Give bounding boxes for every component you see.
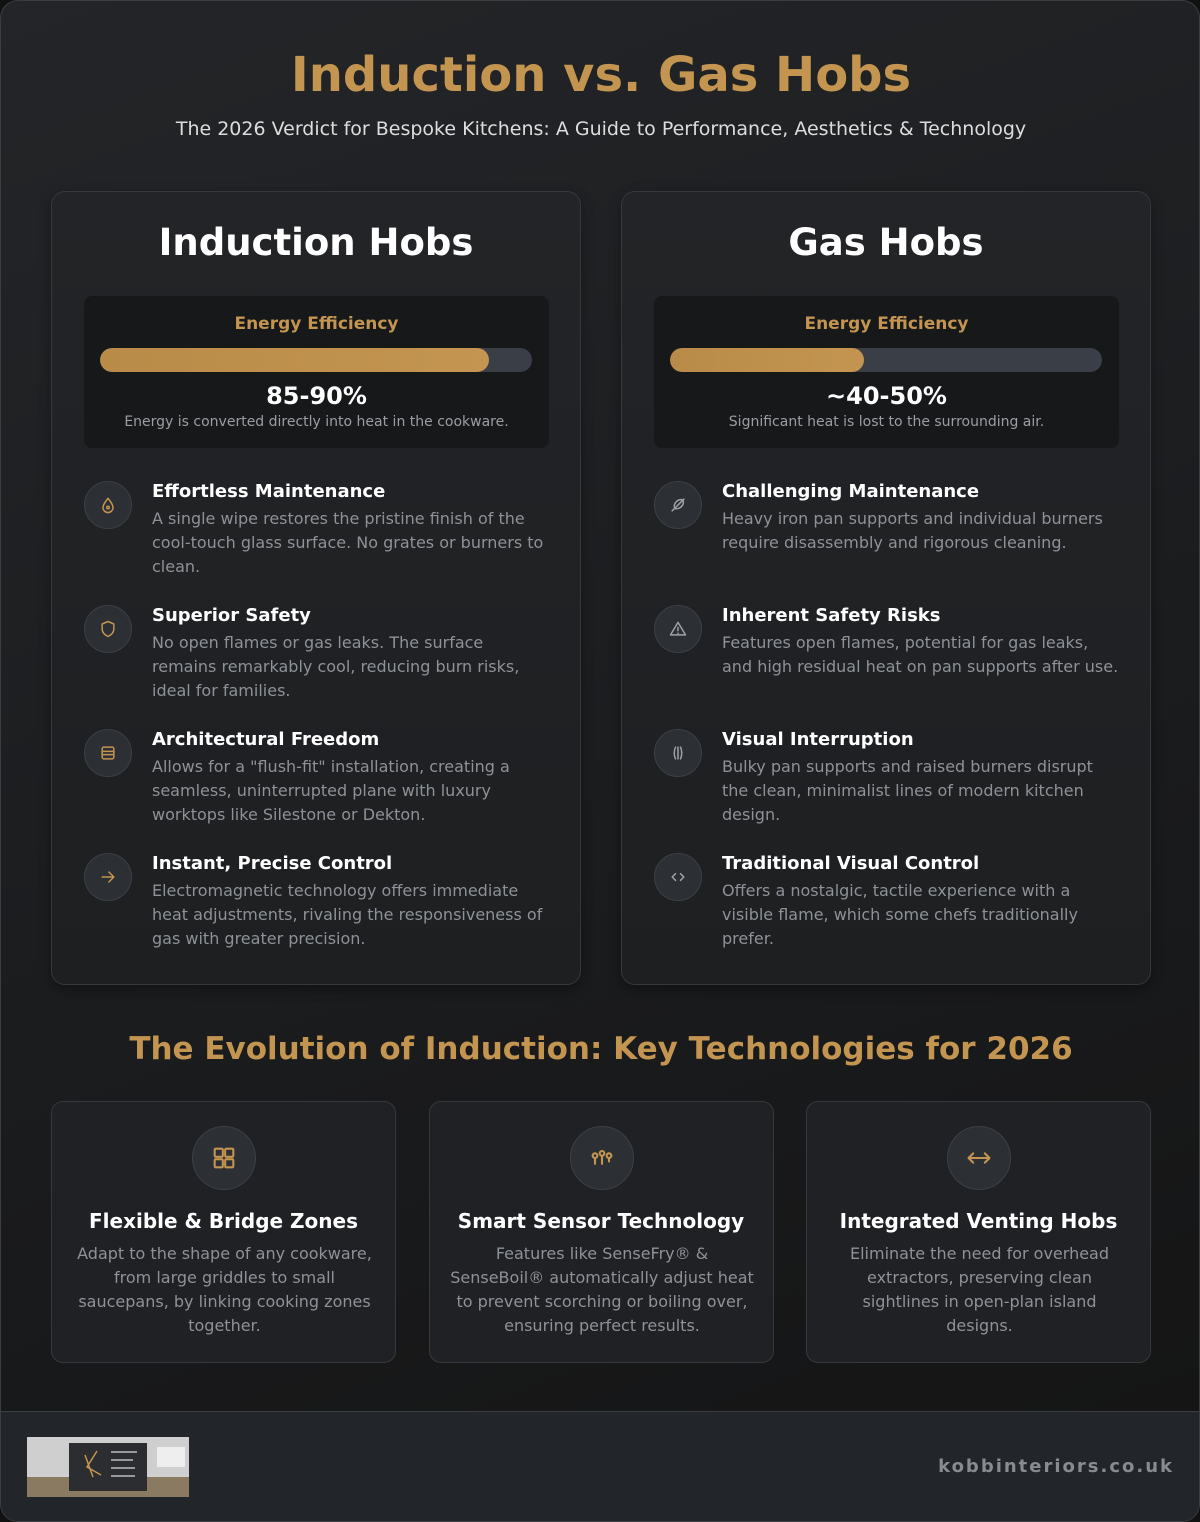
feature-text: Allows for a "flush-fit" installation, c… [152, 757, 510, 824]
efficiency-value: ~40-50% [826, 382, 947, 410]
feature-title: Inherent Safety Risks [722, 605, 941, 626]
icon [967, 1152, 991, 1164]
feature-icon [84, 729, 132, 777]
feature-title: Effortless Maintenance [152, 481, 386, 502]
icon [101, 620, 115, 638]
feature-title: Architectural Freedom [152, 729, 380, 750]
feature-text: Offers a nostalgic, tactile experience w… [722, 881, 1078, 948]
icon [102, 497, 114, 514]
feature-icon [654, 605, 702, 653]
feature-title: Instant, Precise Control [152, 853, 393, 874]
icon [101, 746, 115, 760]
feature-title: Challenging Maintenance [722, 481, 980, 502]
efficiency-panel: Energy Efficiency 85-90% Energy is convert… [84, 296, 549, 448]
icon [213, 1147, 235, 1169]
efficiency-panel: Energy Efficiency ~40-50% Significant heat… [654, 296, 1119, 448]
logo [27, 1437, 189, 1497]
feature-icon [84, 481, 132, 529]
feature-title: Traditional Visual Control [722, 853, 980, 874]
footer: kobbinteriors.co.uk [1, 1411, 1199, 1521]
efficiency-track [670, 348, 1102, 372]
card-title: Induction Hobs [158, 221, 474, 264]
feature-text: Heavy iron pan supports and individual b… [722, 509, 1103, 552]
technology-text: Adapt to the shape of any cookware, from… [77, 1244, 372, 1335]
icon [671, 498, 685, 512]
section-title: The Evolution of Induction: Key Technolo… [129, 1031, 1073, 1067]
comparison-card: Induction Hobs Energy Efficiency 85-90% Ene… [51, 191, 581, 985]
technology-icon [569, 1126, 634, 1190]
icon [669, 621, 687, 636]
feature-title: Visual Interruption [722, 729, 914, 750]
efficiency-note: Significant heat is lost to the surround… [728, 414, 1045, 430]
technology-card: Integrated Venting Hobs Eliminate the nee… [806, 1101, 1151, 1363]
feature-text: No open flames or gas leaks. The surface… [152, 633, 520, 700]
comparison-card: Gas Hobs Energy Efficiency ~40-50% Signific… [621, 191, 1151, 985]
page-subtitle: The 2026 Verdict for Bespoke Kitchens: A… [175, 118, 1027, 140]
feature-text: A single wipe restores the pristine fini… [152, 509, 544, 576]
icon [591, 1149, 612, 1165]
efficiency-label: Energy Efficiency [234, 314, 399, 334]
feature-text: Features open flames, potential for gas … [722, 633, 1119, 676]
technology-title: Smart Sensor Technology [457, 1209, 745, 1233]
efficiency-value: 85-90% [266, 382, 367, 410]
feature-text: Electromagnetic technology offers immedi… [152, 881, 543, 948]
technology-card: Flexible & Bridge Zones Adapt to the shap… [51, 1101, 396, 1363]
efficiency-bar [100, 348, 489, 372]
page-title: Induction vs. Gas Hobs [290, 47, 912, 103]
icon [101, 871, 115, 883]
feature-icon [84, 605, 132, 653]
technology-title: Flexible & Bridge Zones [88, 1209, 358, 1233]
feature-icon [84, 853, 132, 901]
website: kobbinteriors.co.uk [938, 1456, 1174, 1477]
feature-icon [654, 729, 702, 777]
technology-text: Features like SenseFry® & SenseBoil® aut… [450, 1244, 754, 1335]
efficiency-bar [670, 348, 865, 372]
efficiency-track [100, 348, 532, 372]
feature-title: Superior Safety [152, 605, 311, 626]
technology-icon [947, 1126, 1011, 1190]
technology-icon [192, 1126, 256, 1190]
icon [673, 746, 683, 760]
icon [671, 872, 685, 882]
feature-icon [654, 853, 702, 901]
feature-text: Bulky pan supports and raised burners di… [722, 757, 1093, 824]
technology-card: Smart Sensor Technology Features like Sen… [428, 1101, 774, 1363]
technology-title: Integrated Venting Hobs [839, 1209, 1118, 1233]
technology-text: Eliminate the need for overhead extracto… [849, 1244, 1110, 1335]
feature-icon [654, 481, 702, 529]
efficiency-label: Energy Efficiency [804, 314, 969, 334]
card-title: Gas Hobs [788, 221, 984, 264]
efficiency-note: Energy is converted directly into heat i… [124, 414, 509, 430]
